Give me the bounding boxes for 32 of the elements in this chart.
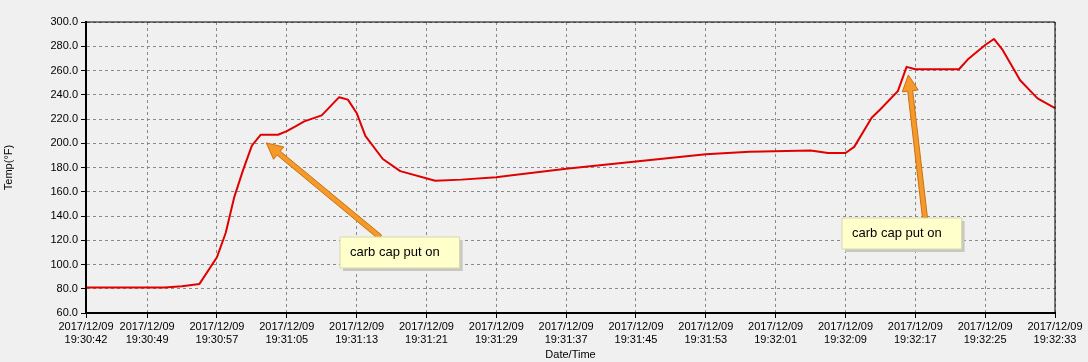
y-tick-label: 80.0 — [56, 281, 78, 294]
x-tick-label: 2017/12/09 19:31:37 — [538, 319, 594, 345]
y-tick-label: 300.0 — [50, 15, 78, 28]
x-tick-label: 2017/12/09 19:31:05 — [259, 319, 315, 345]
annotation: carb cap put on — [350, 244, 440, 260]
y-tick-label: 120.0 — [50, 233, 78, 246]
y-tick-label: 140.0 — [50, 209, 78, 222]
y-tick-label: 280.0 — [50, 39, 78, 52]
x-tick-label: 2017/12/09 19:30:49 — [119, 319, 175, 345]
x-tick-label: 2017/12/09 19:32:25 — [957, 319, 1013, 345]
y-tick-label: 240.0 — [50, 87, 78, 100]
x-axis-title: Date/Time — [545, 348, 596, 361]
y-tick-label: 100.0 — [50, 257, 78, 270]
y-axis-title: Temp(°F) — [1, 144, 14, 191]
x-tick-label: 2017/12/09 19:30:57 — [189, 319, 245, 345]
annotation: carb cap put on — [852, 225, 942, 241]
y-tick-label: 260.0 — [50, 63, 78, 76]
x-tick-label: 2017/12/09 19:31:53 — [678, 319, 734, 345]
x-tick-label: 2017/12/09 19:32:33 — [1027, 319, 1083, 345]
y-tick-label: 180.0 — [50, 160, 78, 173]
y-tick-label: 220.0 — [50, 112, 78, 125]
y-tick-label: 60.0 — [56, 306, 78, 319]
x-tick-label: 2017/12/09 19:30:42 — [58, 319, 114, 345]
x-tick-label: 2017/12/09 19:31:29 — [468, 319, 524, 345]
x-tick-label: 2017/12/09 19:32:17 — [887, 319, 943, 345]
x-tick-label: 2017/12/09 19:32:09 — [817, 319, 874, 345]
x-tick-label: 2017/12/09 19:31:13 — [329, 319, 385, 345]
y-tick-label: 200.0 — [50, 136, 78, 149]
x-tick-label: 2017/12/09 19:32:01 — [748, 319, 804, 345]
x-tick-label: 2017/12/09 19:31:21 — [398, 319, 454, 345]
y-tick-label: 160.0 — [50, 184, 78, 197]
x-tick-label: 2017/12/09 19:31:45 — [608, 319, 664, 345]
